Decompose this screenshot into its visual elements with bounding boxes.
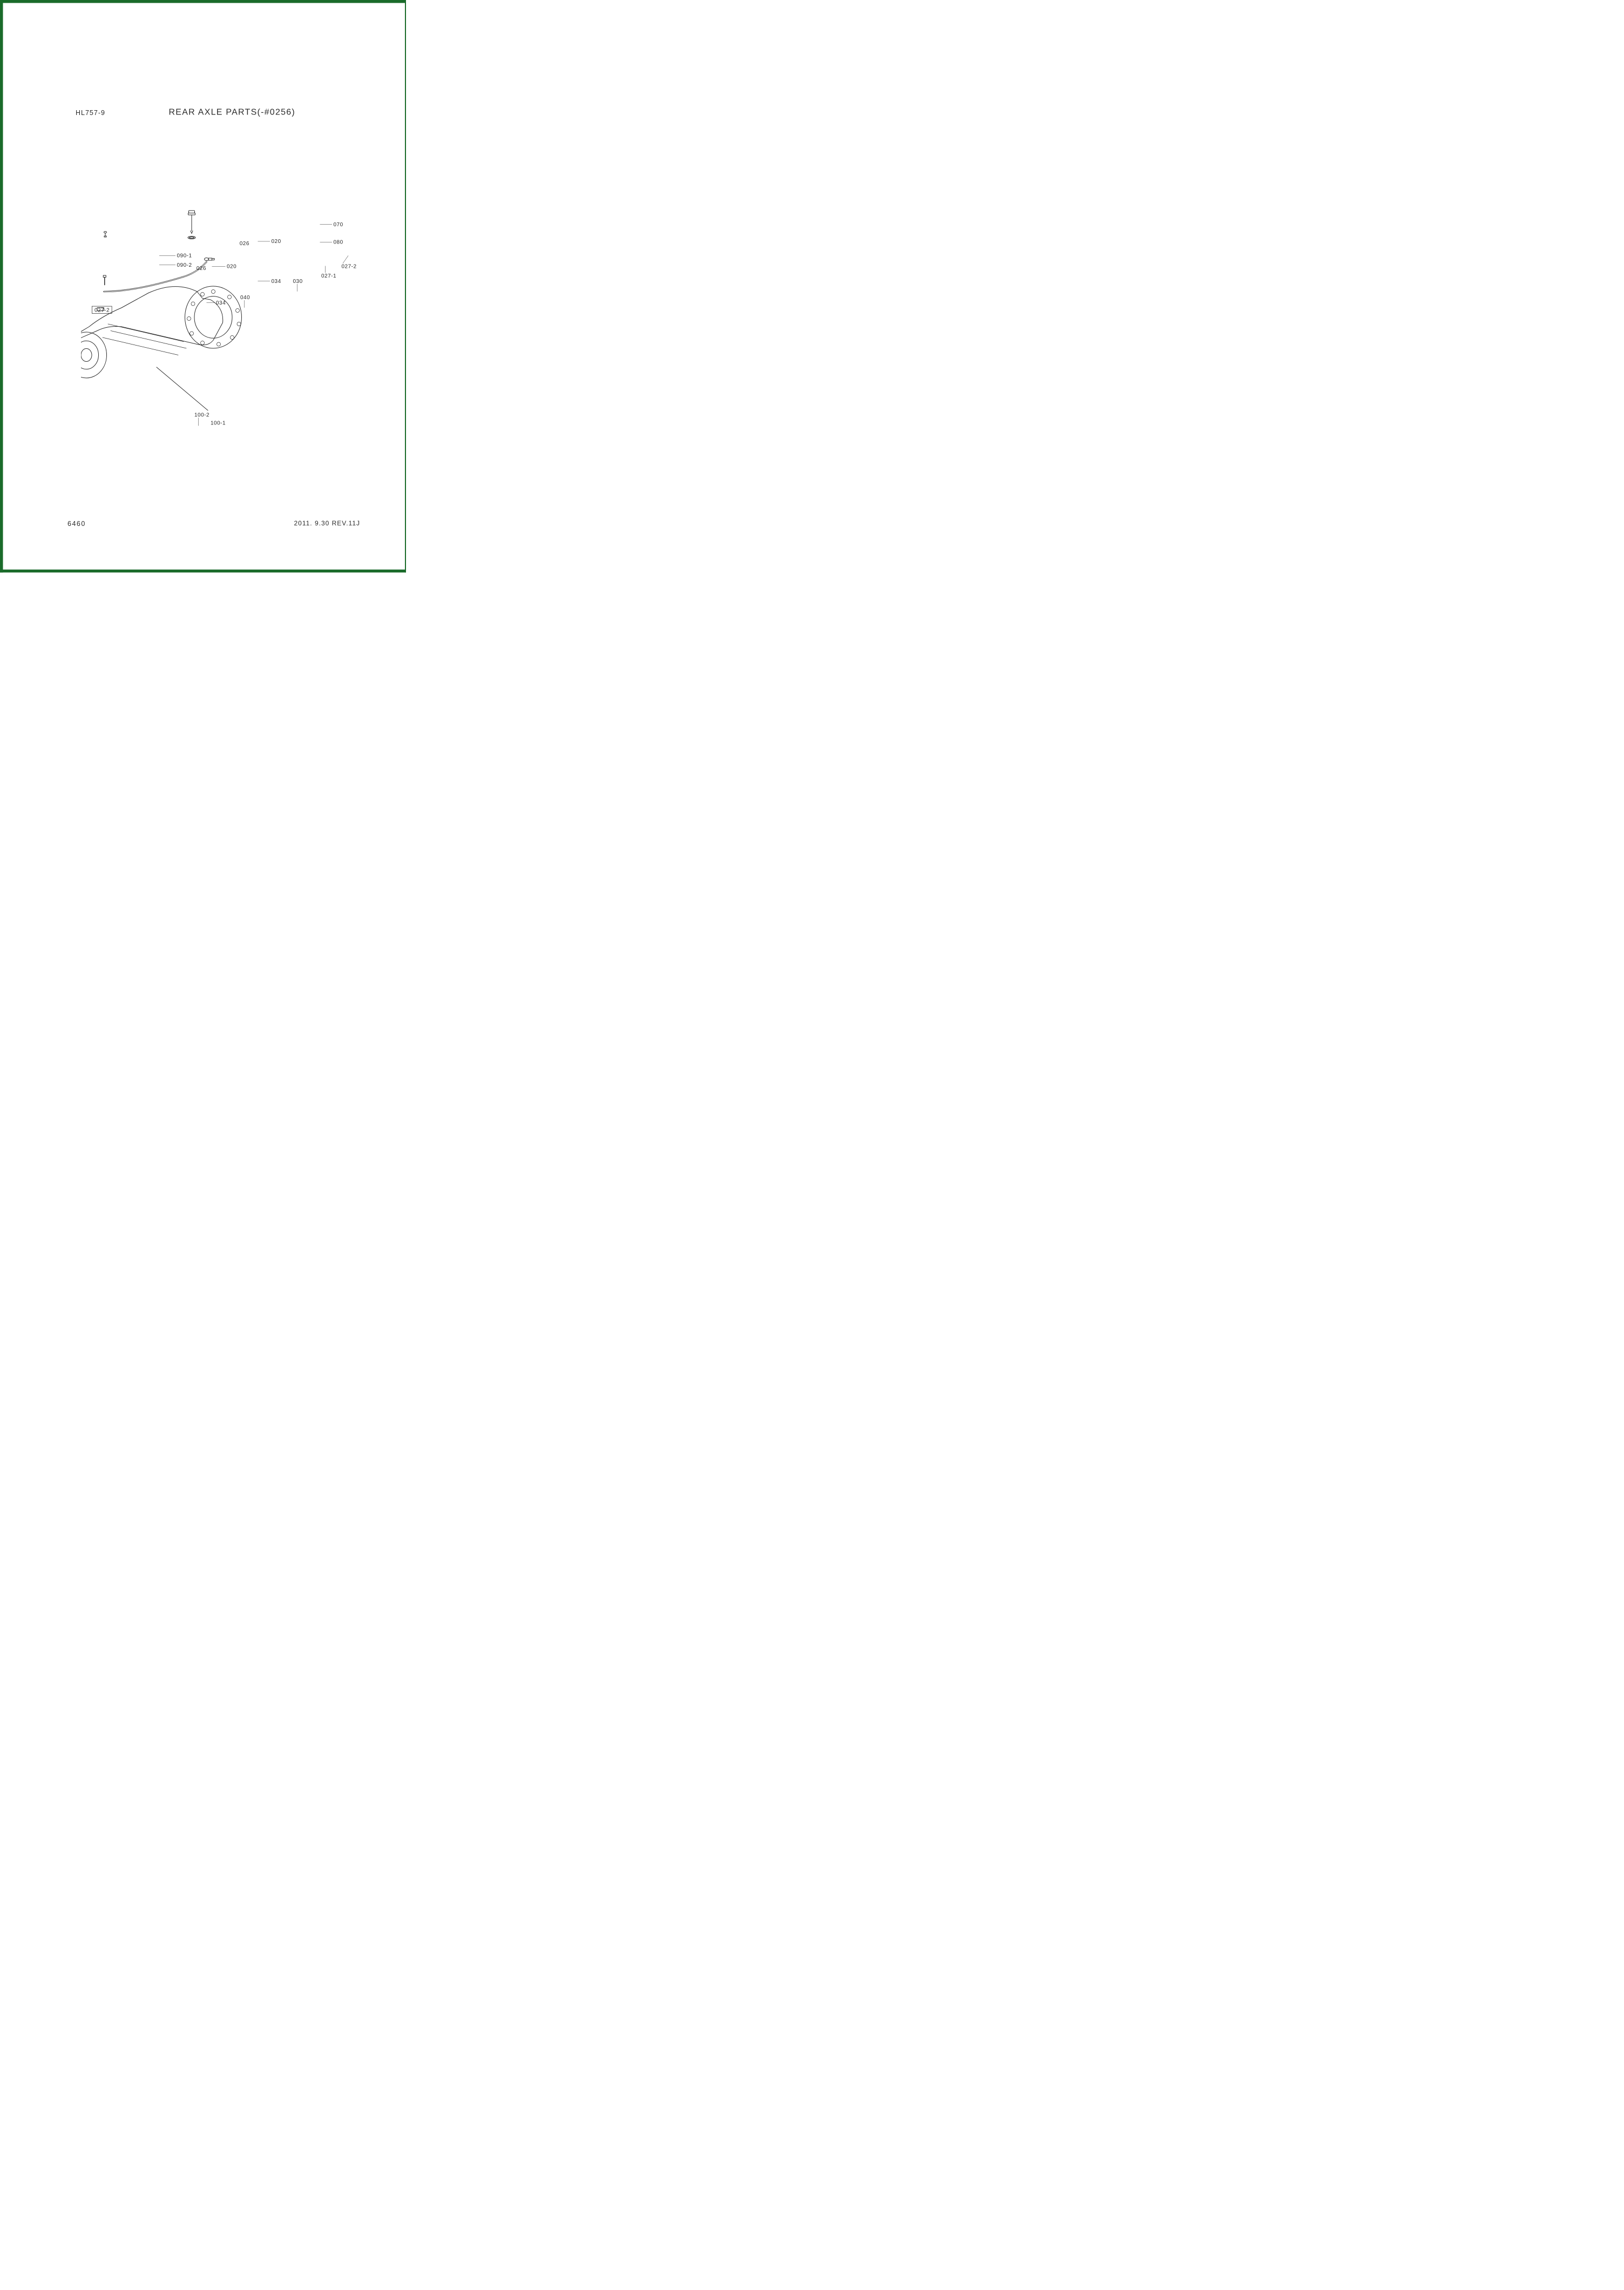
border-edge (405, 0, 406, 572)
leader (258, 241, 270, 242)
callout-026a: 026 (240, 240, 249, 246)
border-edge (0, 0, 3, 572)
page-number: 6460 (67, 519, 86, 528)
page-root: HL757-9 REAR AXLE PARTS(-#0256) (0, 0, 406, 572)
exploded-diagram: 070 080 027-2 027-1 020 026 034 030 040 020 026 090… (81, 205, 364, 435)
callout-080: 080 (334, 239, 343, 245)
leader (159, 265, 175, 266)
callout-070: 070 (334, 221, 343, 227)
border-edge (0, 0, 406, 3)
callout-026b: 026 (197, 265, 206, 271)
callout-100-1: 100-1 (211, 420, 226, 426)
callout-027-1: 027-1 (321, 273, 336, 279)
model-code: HL757-9 (76, 109, 105, 117)
revision-stamp: 2011. 9.30 REV.11J (294, 519, 360, 527)
leader (258, 281, 270, 282)
leader-box (92, 306, 112, 314)
leader (212, 266, 226, 267)
callout-020b: 020 (227, 264, 236, 269)
page-title: REAR AXLE PARTS(-#0256) (169, 107, 295, 117)
border-edge (0, 570, 406, 573)
callout-034b: 034 (216, 300, 226, 306)
callout-040: 040 (240, 294, 250, 300)
callout-030: 030 (293, 278, 303, 284)
callout-090-2: 090-2 (177, 262, 192, 268)
axle-illustration (81, 205, 364, 435)
callout-034a: 034 (272, 278, 281, 284)
callout-090-1: 090-1 (177, 253, 192, 259)
leader (159, 255, 175, 256)
callout-027-2a: 027-2 (342, 264, 357, 269)
callout-100-2: 100-2 (194, 412, 209, 418)
callout-020a: 020 (272, 238, 281, 244)
